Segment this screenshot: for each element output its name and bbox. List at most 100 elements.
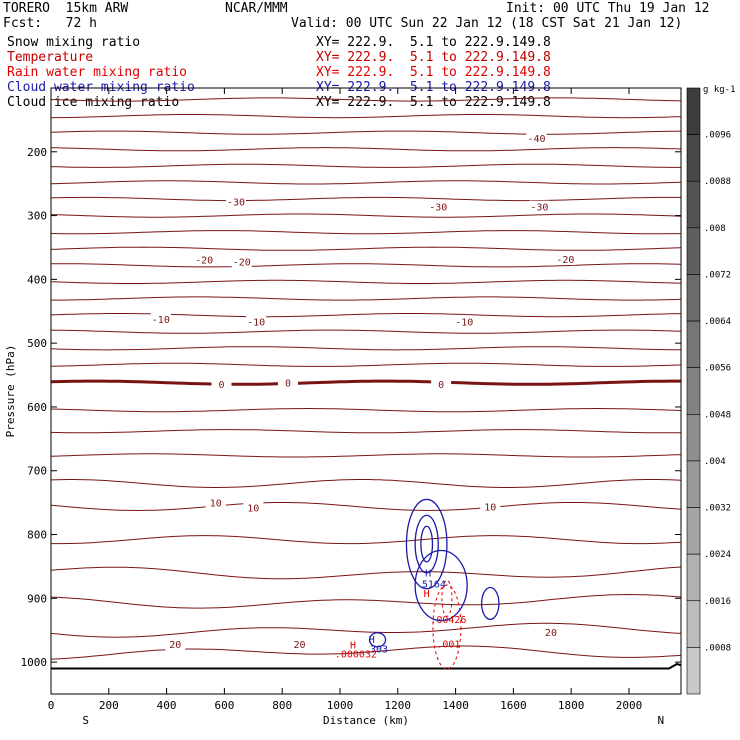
temperature-label-bg [243,501,264,514]
x-tick-label: 1200 [385,699,412,712]
temperature-label: -40 [527,134,545,145]
temperature-label: 0 [438,380,444,391]
colorbar-unit: g kg-1 [703,85,736,95]
isotherm-line [50,163,681,168]
colorbar-label: .0096 [704,131,731,141]
colorbar-label: .0024 [704,550,731,560]
temperature-label: 20 [545,628,557,639]
temperature-label-bg [428,200,449,213]
field-name-rain: Rain water mixing ratio [7,65,188,80]
colorbar-cell [686,414,701,462]
cloud-water-contour [368,632,387,648]
cloud-water-contour [414,549,468,622]
colorbar-cell [686,227,701,275]
isotherm-line [50,313,682,318]
cloud-water-contour [420,525,434,563]
x-tick-label: 2000 [616,699,643,712]
temperature-label-bg [277,376,298,389]
temperature-label-bg [165,638,186,651]
temperature-label: 10 [484,502,496,513]
contour-extremum-label: 5164 [422,579,446,590]
temperature-label-bg [540,626,561,639]
x-end-label-north: N [657,714,664,727]
isotherm-line [50,196,681,202]
contour-extremum-label: .001 [436,639,460,650]
isotherm-line [50,593,682,609]
temperature-label-bg [526,131,547,144]
colorbar-cell [686,134,701,182]
temperature-label-bg [431,377,452,390]
y-tick-label: 800 [27,529,47,542]
colorbar-cell [686,320,701,368]
y-tick-label: 700 [27,465,47,478]
temperature-label: -30 [429,203,447,214]
temperature-label-bg [529,200,550,213]
cloud-water-contour [480,586,500,621]
contour-extremum-label: H [425,569,431,580]
isotherm-line [50,329,682,334]
isotherm-line [51,296,682,301]
isotherm-line [51,147,682,152]
contour-extremum-label: H [424,589,430,600]
x-tick-label: 1400 [442,699,469,712]
temperature-label: 10 [210,499,222,510]
temperature-label: 20 [294,640,306,651]
colorbar-cell [686,460,701,508]
isotherm-line [50,130,682,135]
isotherm-line [50,622,682,638]
colorbar-label: .0088 [704,177,731,187]
isotherm-line [50,246,682,251]
isotherm-line [50,645,682,660]
colorbar-label: .0032 [704,504,731,514]
temperature-label: -30 [530,203,548,214]
colorbar-label: .0056 [704,364,731,374]
x-tick-label: 1800 [558,699,585,712]
valid-label: Valid: 00 UTC Sun 22 Jan 12 (18 CST Sat … [291,16,683,31]
temperature-label-bg [205,496,226,509]
isotherm-line [50,97,682,102]
colorbar-label: .0048 [704,410,731,420]
colorbar-label: .0072 [704,270,731,280]
colorbar-label: .0008 [704,643,731,653]
isotherm-line [50,362,682,367]
isotherm-line [50,114,682,119]
x-axis-title: Distance (km) [323,714,409,727]
x-tick-label: 1600 [500,699,527,712]
colorbar-label: .008 [704,224,726,234]
contour-extremum-label: 303 [370,645,388,656]
isotherm-line [50,502,682,512]
x-end-label-south: S [82,714,89,727]
colorbar-cell [686,180,701,229]
contour-extremum-label: .000032 [335,650,377,661]
isotherm-line [51,535,682,545]
temperature-label: -10 [247,317,265,328]
temperature-label-bg [150,312,171,325]
zero-isotherm [50,379,681,386]
contour-extremum-label: H [350,641,356,652]
temperature-label: -20 [556,255,574,266]
x-tick-label: 200 [99,699,119,712]
temperature-label-bg [211,377,232,390]
temperature-label: -20 [195,256,213,267]
colorbar-label: .004 [704,457,726,467]
init-label: Init: 00 UTC Thu 19 Jan 12 [506,1,710,16]
fcst-label: Fcst: 72 h [3,16,97,31]
y-tick-label: 300 [27,210,47,223]
temperature-label-bg [225,195,246,208]
isotherm-line [50,429,681,434]
org-label: NCAR/MMM [225,1,288,16]
temperature-label: 0 [285,379,291,390]
rain-contour [441,579,453,617]
y-tick-label: 400 [27,273,47,286]
isotherm-line [50,566,682,580]
y-tick-label: 900 [27,592,47,605]
colorbar-cell [686,87,701,135]
contour-extremum-label: H [369,635,375,646]
colorbar-cell [686,647,701,695]
temperature-label: 20 [169,640,181,651]
y-tick-label: 500 [27,337,47,350]
temperature-label: -30 [227,198,245,209]
temperature-label-bg [231,255,252,268]
x-tick-label: 600 [214,699,234,712]
